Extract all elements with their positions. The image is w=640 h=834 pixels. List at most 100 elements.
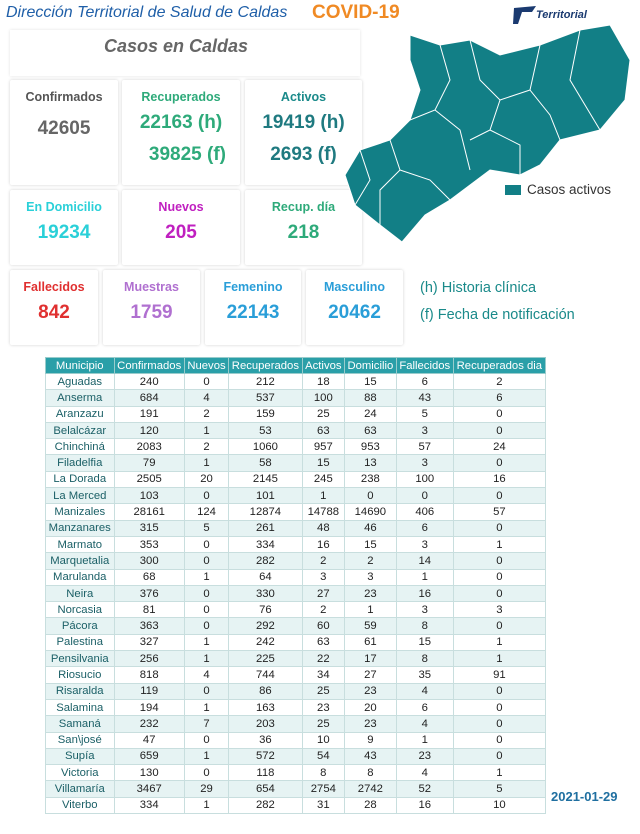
table-cell: 0: [183, 584, 230, 603]
municipio-cell: Aguadas: [45, 372, 115, 391]
table-row: Manizales 28161 124 12874 14788 14690 406 57: [45, 503, 547, 521]
table-cell: 36: [228, 731, 303, 749]
table-cell: 0: [395, 487, 454, 505]
table-cell: 957: [301, 438, 345, 456]
table-cell: 0: [183, 617, 230, 635]
table-row: Aguadas 240 0 212 18 15 6 2: [45, 372, 547, 391]
table-cell: 57: [395, 438, 454, 456]
table-cell: 7: [183, 715, 230, 733]
table-cell: 245: [301, 470, 345, 489]
table-cell: 16: [395, 796, 454, 815]
table-cell: 23: [343, 584, 397, 603]
table-cell: 4: [183, 666, 230, 684]
card: Activos 19419 (h) 2693 (f): [245, 80, 362, 185]
table-cell: 3: [395, 535, 454, 554]
table-cell: 203: [228, 715, 303, 733]
card-label: Femenino: [223, 280, 283, 294]
note: (f) Fecha de notificación: [420, 307, 575, 323]
card: Nuevos 205: [122, 190, 240, 265]
table-row: Supía 659 1 572 54 43 23 0: [45, 747, 547, 766]
table-row: Riosucio 818 4 744 34 27 35 91: [45, 666, 547, 684]
card-label: Fallecidos: [23, 280, 85, 294]
table-cell: 86: [228, 682, 303, 700]
table-cell: 1: [343, 601, 397, 619]
table-cell: 0: [343, 487, 397, 505]
table-cell: 63: [343, 421, 397, 440]
table-cell: 1: [452, 764, 547, 782]
table-cell: 48: [301, 519, 345, 537]
table-row: Chinchiná 2083 2 1060 957 953 57 24: [45, 438, 547, 456]
table-cell: 5: [452, 780, 547, 798]
municipio-cell: Marulanda: [45, 568, 115, 586]
table-cell: 0: [183, 487, 230, 505]
table-cell: 18: [301, 372, 345, 391]
table-cell: 0: [452, 454, 547, 472]
table-cell: 191: [113, 405, 185, 423]
table-cell: 1: [183, 698, 230, 717]
table-cell: 1: [183, 796, 230, 815]
municipio-cell: Supía: [45, 747, 115, 766]
table-cell: 261: [228, 519, 303, 537]
table-cell: 4: [183, 389, 230, 407]
header-subtitle: COVID-19: [312, 2, 400, 23]
table-row: Norcasia 81 0 76 2 1 3 3: [45, 601, 547, 619]
table-cell: 6: [452, 389, 547, 407]
card-label: Muestras: [124, 280, 179, 294]
card-label: Confirmados: [25, 90, 103, 104]
table-cell: 54: [301, 747, 345, 766]
column-header: Fallecidos: [395, 357, 454, 374]
table-row: Marquetalia 300 0 282 2 2 14 0: [45, 552, 547, 570]
table-cell: 2145: [228, 470, 303, 489]
logo-icon: [513, 6, 536, 24]
table-cell: 63: [301, 421, 345, 440]
table-cell: 1: [452, 650, 547, 668]
table-cell: 3: [395, 454, 454, 472]
table-row: Palestina 327 1 242 63 61 15 1: [45, 633, 547, 652]
card-value: 2693 (f): [270, 144, 337, 165]
municipio-cell: Manzanares: [45, 519, 115, 537]
table-cell: 23: [343, 715, 397, 733]
table-cell: 2: [183, 405, 230, 423]
table-cell: 0: [452, 747, 547, 766]
table-cell: 3: [452, 601, 547, 619]
table-cell: 0: [452, 552, 547, 570]
table-cell: 1: [183, 421, 230, 440]
table-cell: 242: [228, 633, 303, 652]
table-cell: 300: [113, 552, 185, 570]
table-cell: 16: [395, 584, 454, 603]
table-cell: 0: [452, 568, 547, 586]
table-cell: 25: [301, 715, 345, 733]
table-cell: 57: [452, 503, 547, 521]
table-cell: 20: [343, 698, 397, 717]
table-cell: 20: [183, 470, 230, 489]
table-cell: 3: [301, 568, 345, 586]
municipio-cell: Marmato: [45, 535, 115, 554]
municipio-cell: Risaralda: [45, 682, 115, 700]
card-label: Masculino: [323, 280, 386, 294]
table-row: Risaralda 119 0 86 25 23 4 0: [45, 682, 547, 700]
table-cell: 0: [452, 715, 547, 733]
municipio-cell: La Merced: [45, 487, 115, 505]
table-cell: 58: [228, 454, 303, 472]
table-cell: 572: [228, 747, 303, 766]
table-cell: 16: [452, 470, 547, 489]
table-row: San\josé 47 0 36 10 9 1 0: [45, 731, 547, 749]
table-cell: 43: [343, 747, 397, 766]
data-table: Municipio Confirmados Nuevos Recuperados Act…: [45, 357, 547, 815]
table-cell: 2: [301, 552, 345, 570]
table-cell: 240: [113, 372, 185, 391]
table-cell: 1: [452, 633, 547, 652]
table-cell: 6: [395, 519, 454, 537]
table-cell: 1: [183, 454, 230, 472]
municipio-cell: Pácora: [45, 617, 115, 635]
table-cell: 10: [452, 796, 547, 815]
card: Recuperados 22163 (h) 39825 (f): [122, 80, 240, 185]
table-cell: 3: [395, 601, 454, 619]
table-cell: 27: [301, 584, 345, 603]
map-region: [344, 24, 631, 243]
table-cell: 25: [301, 682, 345, 700]
table-cell: 14788: [301, 503, 345, 521]
table-cell: 654: [228, 780, 303, 798]
municipio-cell: Victoria: [45, 764, 115, 782]
table-body: Aguadas 240 0 212 18 15 6 2 Anserma 684 4 537 100 88 4…: [45, 372, 547, 815]
